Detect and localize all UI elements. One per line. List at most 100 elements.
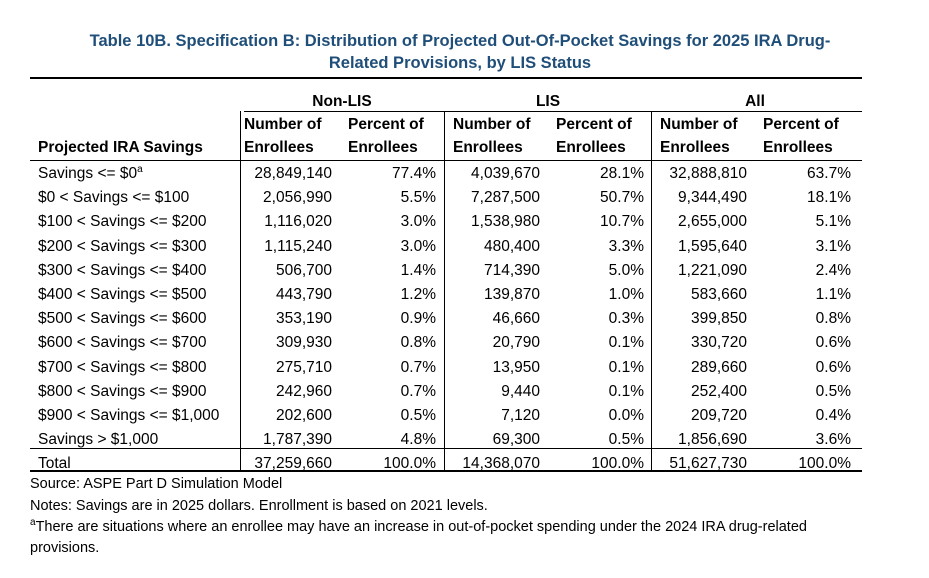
table-cell: 1,115,240 (264, 237, 332, 255)
table-cell: 209,720 (690, 407, 747, 424)
table-cell: 0.5% (400, 407, 436, 424)
row-label-text: Savings > $1,000 (38, 431, 159, 449)
group-header-lis: LIS (535, 93, 561, 110)
table-cell: 1,787,390 (263, 431, 332, 449)
table-title-line-2: Related Provisions, by LIS Status (328, 54, 592, 72)
row-label: $500 < Savings <= $600 (38, 307, 238, 331)
table-cell: 3.1% (815, 237, 851, 255)
table-cell: 7,287,500 (471, 189, 540, 207)
table-cell: 0.7% (400, 358, 436, 376)
footnote-line-2: provisions. (30, 540, 100, 556)
table-cell: 2,056,990 (263, 189, 332, 207)
col-header-4-line-1: Percent of (556, 116, 632, 133)
total-top-rule (30, 448, 862, 449)
table-cell: 51,627,730 (669, 455, 747, 473)
footnote-marker: a (30, 517, 36, 529)
row-label-text: $200 < Savings <= $300 (38, 237, 207, 255)
row-label: $100 < Savings <= $200 (38, 210, 238, 234)
table-cell: 9,344,490 (678, 189, 747, 207)
table-cell: 1,856,690 (678, 431, 747, 449)
col-header-1-line-2: Enrollees (244, 139, 314, 156)
row-label: $300 < Savings <= $400 (38, 259, 238, 283)
table-cell: 0.6% (815, 358, 851, 376)
row-label-text: $800 < Savings <= $900 (38, 382, 207, 400)
table-cell: 0.8% (815, 310, 851, 328)
table-cell: 1,538,980 (471, 213, 540, 231)
table-cell: 28,849,140 (254, 165, 332, 182)
table-cell: 50.7% (600, 189, 644, 207)
row-label-text: $100 < Savings <= $200 (38, 213, 207, 231)
table-cell: 0.1% (608, 334, 644, 352)
table-cell: 139,870 (483, 286, 540, 303)
table-cell: 10.7% (600, 213, 644, 231)
row-label-text: $500 < Savings <= $600 (38, 310, 207, 328)
col-header-1-line-1: Number of (244, 116, 322, 133)
table-cell: 13,950 (492, 358, 540, 376)
table-cell: 32,888,810 (669, 165, 747, 182)
header-bottom-rule (30, 160, 862, 161)
col-header-2-line-1: Percent of (348, 116, 424, 133)
table-cell: 28.1% (600, 165, 644, 182)
col-header-6-line-1: Percent of (763, 116, 839, 133)
footnote-marker: a (137, 163, 143, 175)
table-cell: 714,390 (483, 261, 540, 279)
table-cell: 1.2% (400, 286, 436, 303)
table-cell: 69,300 (492, 431, 540, 449)
col-header-5-line-1: Number of (660, 116, 738, 133)
table-cell: 1,221,090 (678, 261, 747, 279)
table-cell: 506,700 (275, 261, 332, 279)
row-label: Savings <= $0a (38, 162, 238, 186)
divider-non-lis-lis (444, 111, 445, 471)
table-cell: 1.4% (400, 261, 436, 279)
row-label: $0 < Savings <= $100 (38, 186, 238, 210)
row-label: $900 < Savings <= $1,000 (38, 404, 238, 428)
table-cell: 289,660 (690, 358, 747, 376)
footnote-text-1: There are situations where an enrollee m… (35, 519, 807, 535)
table-cell: 46,660 (492, 310, 540, 328)
table-cell: 3.6% (815, 431, 851, 449)
notes-text: Notes: Savings are in 2025 dollars. Enro… (30, 498, 488, 514)
table-cell: 1,595,640 (678, 237, 747, 255)
table-cell: 330,720 (690, 334, 747, 352)
group-header-underline (244, 111, 862, 112)
table-cell: 202,600 (275, 407, 332, 424)
table-cell: 1.0% (608, 286, 644, 303)
table-cell: 1.1% (815, 286, 851, 303)
divider-lis-all (651, 111, 652, 471)
row-label: $800 < Savings <= $900 (38, 380, 238, 404)
table-cell: 0.5% (815, 382, 851, 400)
table-cell: 583,660 (690, 286, 747, 303)
table-cell: 0.8% (400, 334, 436, 352)
col-header-3-line-2: Enrollees (453, 139, 523, 156)
row-label-text: $300 < Savings <= $400 (38, 261, 207, 279)
table-cell: 14,368,070 (462, 455, 540, 473)
row-header: Projected IRA Savings (38, 139, 203, 156)
row-label: $700 < Savings <= $800 (38, 356, 238, 380)
table-cell: 0.0% (608, 407, 644, 424)
table-cell: 4.8% (400, 431, 436, 449)
col-header-2-line-2: Enrollees (348, 139, 418, 156)
table-cell: 252,400 (690, 382, 747, 400)
row-label-text: $600 < Savings <= $700 (38, 334, 207, 352)
row-label-text: $700 < Savings <= $800 (38, 358, 207, 376)
col-header-6-line-2: Enrollees (763, 139, 833, 156)
table-cell: 0.1% (608, 382, 644, 400)
row-label: $600 < Savings <= $700 (38, 331, 238, 355)
row-label-text: Savings <= $0 (38, 165, 138, 182)
top-rule (30, 77, 862, 79)
row-label: $400 < Savings <= $500 (38, 283, 238, 307)
table-cell: 100.0% (798, 455, 851, 473)
table-cell: 4,039,670 (471, 165, 540, 182)
row-label-text: $400 < Savings <= $500 (38, 286, 207, 303)
table-cell: 5.0% (608, 261, 644, 279)
table-cell: 0.5% (608, 431, 644, 449)
col-header-4-line-2: Enrollees (556, 139, 626, 156)
row-label: Savings > $1,000 (38, 428, 238, 452)
table-cell: 20,790 (492, 334, 540, 352)
table-cell: 3.0% (400, 213, 436, 231)
table-cell: 3.3% (608, 237, 644, 255)
table-cell: 77.4% (392, 165, 436, 182)
group-header-all: All (745, 93, 765, 110)
table-cell: 2.4% (815, 261, 851, 279)
row-label: Total (38, 452, 238, 476)
